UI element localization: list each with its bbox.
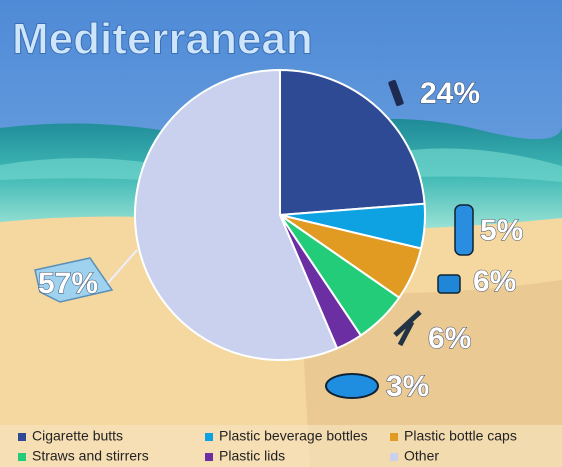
data-label: 57% (38, 267, 98, 300)
data-label: 24% (420, 77, 480, 110)
legend-label: Plastic bottle caps (404, 428, 517, 444)
legend-label: Straws and stirrers (32, 448, 149, 464)
legend-label: Plastic lids (219, 448, 285, 464)
legend-swatch (390, 453, 398, 461)
legend-label: Cigarette butts (32, 428, 123, 444)
legend-swatch (18, 453, 26, 461)
legend-swatch (205, 433, 213, 441)
chart: Mediterranean 24% 5% 6%6% 3% 57% Cigarette b… (0, 0, 562, 467)
legend-swatch (205, 453, 213, 461)
pie (135, 70, 425, 360)
data-label: 3% (386, 370, 429, 403)
chart-title: Mediterranean (12, 15, 313, 64)
data-label: 6% (473, 265, 516, 298)
legend-label: Plastic beverage bottles (219, 428, 368, 444)
legend-swatch (390, 433, 398, 441)
data-label: 6% (428, 322, 471, 355)
data-label: 5% (480, 214, 523, 247)
legend-label: Other (404, 448, 439, 464)
legend-swatch (18, 433, 26, 441)
